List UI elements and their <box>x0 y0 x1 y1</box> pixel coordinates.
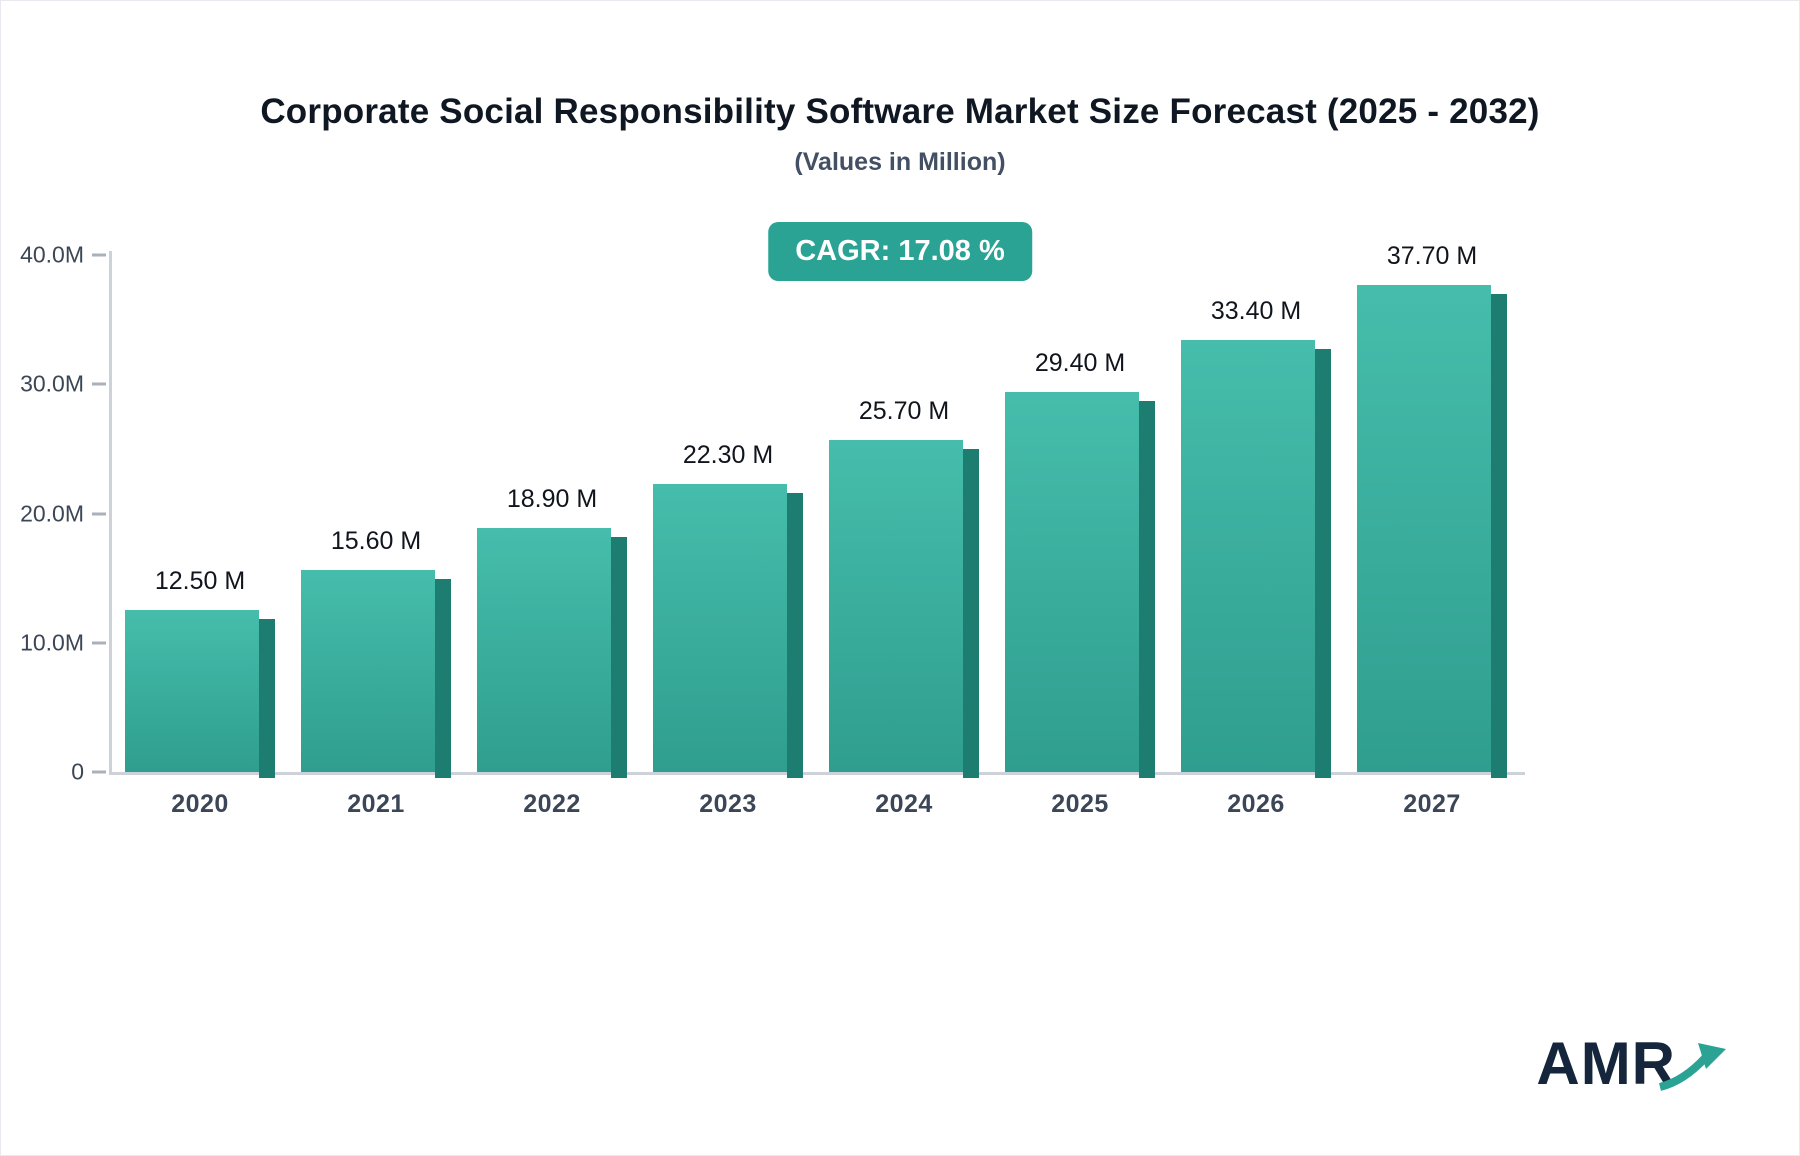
cagr-badge: CAGR: 17.08 % <box>768 222 1032 281</box>
y-tick-label: 0 <box>71 758 84 785</box>
bar-side <box>963 448 979 778</box>
x-tick-label: 2023 <box>699 790 757 818</box>
bar-slot: 37.70 M <box>1344 242 1520 778</box>
bar-side <box>1491 293 1507 778</box>
bar-slot: 12.50 M <box>112 255 288 778</box>
bar-face <box>125 610 259 772</box>
bar-value-label: 12.50 M <box>154 567 246 596</box>
bar <box>125 610 275 778</box>
bar-side <box>611 536 627 778</box>
plot-area: 12.50 M 15.60 M 18.90 M 22.30 M 25.70 M 29.40… <box>20 242 1525 818</box>
y-tick-label: 40.0M <box>20 241 84 268</box>
bar-side <box>1315 349 1331 778</box>
bar <box>829 439 979 778</box>
x-axis-labels: 2020 2021 2022 2023 2024 2025 2026 2027 <box>112 790 1520 819</box>
y-tick-label: 10.0M <box>20 629 84 656</box>
bar-value-label: 33.40 M <box>1210 297 1302 326</box>
bar <box>1005 392 1155 778</box>
bar-face <box>477 527 611 772</box>
company-logo: AMR <box>1536 1029 1728 1098</box>
bar-value-label: 22.30 M <box>682 440 774 469</box>
bar-value-label: 37.70 M <box>1386 241 1478 270</box>
x-axis-line <box>109 772 1525 775</box>
logo-text: AMR <box>1536 1030 1676 1097</box>
bar <box>1181 340 1331 778</box>
chart-title: Corporate Social Responsibility Software… <box>260 92 1540 131</box>
y-tick-label: 20.0M <box>20 500 84 526</box>
bar-slot: 15.60 M <box>288 255 464 778</box>
bar-value-label: 25.70 M <box>858 396 950 425</box>
bar-slot: 33.40 M <box>1168 255 1344 778</box>
bar-side <box>259 619 275 778</box>
bar-face <box>1357 284 1491 772</box>
bar <box>477 527 627 778</box>
x-tick-label: 2027 <box>1403 790 1461 818</box>
bar-side <box>787 492 803 778</box>
x-tick-label: 2026 <box>1227 790 1285 818</box>
x-tick-label: 2021 <box>347 790 405 818</box>
bar <box>301 570 451 778</box>
y-tick-mark <box>92 770 106 774</box>
bar-value-label: 29.40 M <box>1034 349 1126 378</box>
bar <box>653 483 803 778</box>
logo-arrow-icon <box>1658 1042 1726 1091</box>
x-tick-label: 2024 <box>875 790 933 818</box>
bar-slot: 29.40 M <box>992 255 1168 778</box>
y-axis-line <box>109 251 112 772</box>
bar-value-label: 18.90 M <box>506 484 598 513</box>
x-tick-label: 2020 <box>171 790 229 818</box>
bar-face <box>653 483 787 772</box>
x-tick-label: 2022 <box>523 790 581 818</box>
bar-slot: 22.30 M <box>640 255 816 778</box>
y-tick-label: 30.0M <box>20 370 84 397</box>
bar <box>1357 284 1507 778</box>
bar-face <box>1181 340 1315 772</box>
y-tick-mark <box>92 253 106 257</box>
bar-side <box>1139 401 1155 778</box>
bar-face <box>1005 392 1139 772</box>
bar-side <box>435 579 451 778</box>
chart-subtitle: (Values in Million) <box>794 148 1006 176</box>
y-tick-mark <box>92 512 106 515</box>
bar-slot: 18.90 M <box>464 255 640 778</box>
y-tick-mark <box>92 382 106 386</box>
x-tick-label: 2025 <box>1051 790 1109 818</box>
bar-slot: 25.70 M <box>816 255 992 778</box>
y-tick-mark <box>92 641 106 645</box>
bar-face <box>829 439 963 772</box>
bar-value-label: 15.60 M <box>330 527 422 556</box>
bars: 12.50 M 15.60 M 18.90 M 22.30 M 25.70 M 29.40… <box>112 242 1520 778</box>
bar-face <box>301 570 435 772</box>
